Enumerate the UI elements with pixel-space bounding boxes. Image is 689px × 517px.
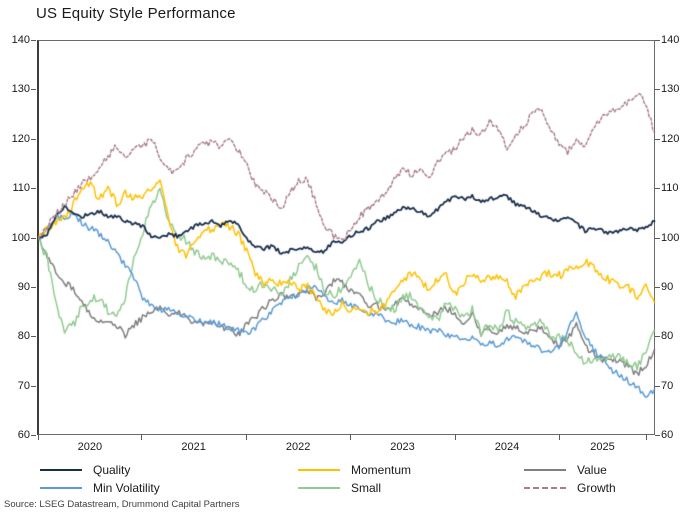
- x-axis-year-label: 2023: [390, 441, 415, 453]
- y-axis-tick-label: 120: [11, 132, 30, 145]
- y-axis-tick-mark: [31, 286, 36, 288]
- x-axis-year-label: 2025: [590, 441, 615, 453]
- y-axis-tick-mark: [31, 435, 36, 436]
- y-axis-tick-mark: [655, 89, 660, 91]
- y-axis-tick-label: 110: [12, 182, 30, 195]
- y-axis-tick-mark: [655, 435, 660, 436]
- y-axis-tick-label: 130: [11, 83, 30, 96]
- x-axis-tick-mark: [38, 435, 40, 440]
- legend-label: Momentum: [351, 463, 412, 477]
- y-axis-tick-label: 140: [11, 34, 30, 46]
- y-axis-tick-mark: [31, 40, 36, 41]
- chart-title: US Equity Style Performance: [36, 5, 236, 22]
- x-axis-tick-mark: [350, 435, 352, 440]
- x-axis-tick-mark: [245, 435, 247, 440]
- y-axis-tick-label: 70: [661, 379, 674, 392]
- x-axis-year-label: 2020: [77, 441, 103, 453]
- y-axis-tick-mark: [31, 188, 36, 190]
- legend-item-small: Small: [298, 481, 381, 495]
- y-axis-tick-mark: [655, 188, 660, 190]
- legend-item-min-volatility: Min Volatility: [40, 481, 160, 495]
- legend-item-growth: Growth: [524, 481, 616, 495]
- x-axis-tick-mark: [559, 435, 561, 440]
- y-axis-tick-label: 60: [661, 429, 674, 441]
- y-axis-tick-label: 100: [11, 231, 30, 244]
- legend-label: Growth: [577, 481, 616, 495]
- legend-label: Value: [577, 463, 607, 477]
- legend-swatch-line: [40, 487, 82, 489]
- y-axis-tick-label: 110: [661, 182, 679, 195]
- y-axis-tick-mark: [655, 138, 660, 140]
- y-axis-tick-label: 90: [661, 280, 674, 293]
- legend-swatch-dashed-line: [524, 487, 566, 489]
- y-axis-tick-mark: [31, 89, 36, 91]
- y-axis-tick-label: 100: [661, 231, 680, 244]
- legend-item-quality: Quality: [40, 463, 130, 477]
- y-axis-tick-mark: [31, 237, 36, 239]
- x-axis-tick-mark: [454, 435, 456, 440]
- y-axis-tick-mark: [31, 138, 36, 140]
- y-axis-tick-mark: [655, 286, 660, 288]
- y-axis-tick-label: 120: [661, 132, 680, 145]
- y-axis-tick-mark: [655, 40, 660, 41]
- x-axis-tick-mark: [141, 435, 143, 440]
- y-axis-tick-label: 130: [661, 83, 680, 96]
- legend-item-momentum: Momentum: [298, 463, 411, 477]
- plot-lines-canvas: [38, 41, 656, 436]
- legend-label: Small: [351, 481, 382, 495]
- y-axis-tick-mark: [31, 385, 36, 387]
- legend-label: Quality: [93, 463, 131, 477]
- y-axis-tick-label: 60: [17, 429, 30, 441]
- legend-label: Min Volatility: [93, 481, 160, 495]
- y-axis-tick-label: 80: [661, 330, 674, 343]
- y-axis-tick-mark: [655, 336, 660, 338]
- legend-swatch-line: [524, 469, 566, 471]
- y-axis-tick-label: 90: [17, 280, 30, 293]
- legend-swatch-line: [298, 469, 340, 471]
- x-axis-tick-mark: [645, 435, 647, 440]
- legend-item-value: Value: [524, 463, 607, 477]
- y-axis-tick-mark: [31, 336, 36, 338]
- y-axis-tick-mark: [655, 385, 660, 387]
- x-axis-year-label: 2022: [285, 441, 311, 453]
- y-axis-tick-label: 80: [17, 330, 30, 343]
- y-axis-tick-mark: [655, 237, 660, 239]
- x-axis-year-label: 2024: [494, 441, 520, 453]
- legend-swatch-line: [298, 487, 340, 489]
- y-axis-tick-label: 140: [661, 34, 680, 46]
- x-axis-year-label: 2021: [181, 441, 206, 453]
- legend-swatch-line: [40, 469, 82, 471]
- source-note: Source: LSEG Datastream, Drummond Capita…: [4, 499, 240, 510]
- y-axis-tick-label: 70: [17, 379, 30, 392]
